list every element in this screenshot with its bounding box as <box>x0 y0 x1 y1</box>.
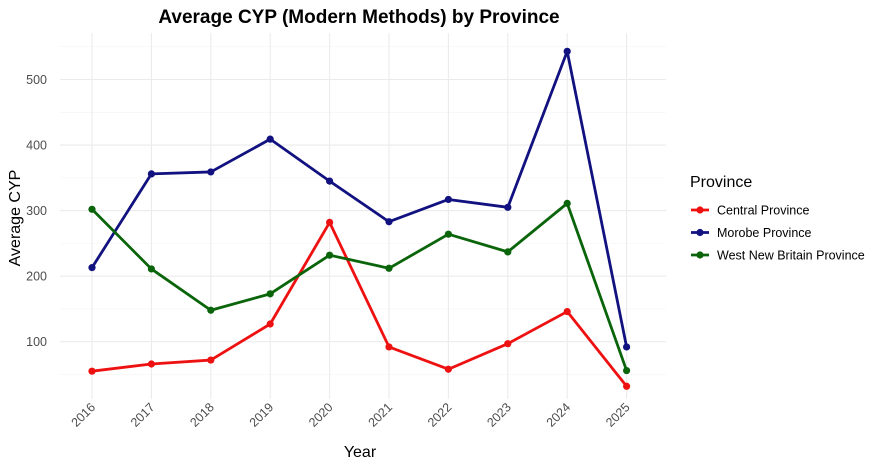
data-point-0-7 <box>504 340 512 348</box>
y-axis-title: Average CYP <box>7 170 24 267</box>
data-point-2-4 <box>326 251 334 259</box>
y-tick-labels: 100 200 300 400 500 <box>26 73 47 349</box>
data-point-1-7 <box>504 203 512 211</box>
data-point-2-7 <box>504 248 512 256</box>
legend-item-2: West New Britain Province <box>691 249 865 263</box>
x-tick-label-1: 2017 <box>128 400 158 430</box>
x-tick-label-8: 2024 <box>544 400 574 430</box>
data-point-2-5 <box>385 264 393 272</box>
data-point-1-5 <box>385 218 393 226</box>
x-tick-label-9: 2025 <box>603 400 633 430</box>
data-point-2-1 <box>147 265 155 273</box>
legend-title: Province <box>690 174 752 191</box>
data-point-2-8 <box>563 199 571 207</box>
x-tick-label-4: 2020 <box>306 400 336 430</box>
y-tick-label-0: 100 <box>26 335 47 349</box>
data-point-1-0 <box>88 264 96 272</box>
x-tick-label-5: 2021 <box>366 400 396 430</box>
data-point-2-2 <box>207 306 215 314</box>
x-axis-title: Year <box>344 444 377 461</box>
legend-label-0: Central Province <box>717 204 809 218</box>
x-tick-label-0: 2016 <box>69 400 99 430</box>
data-point-0-6 <box>444 365 452 373</box>
data-point-1-6 <box>444 195 452 204</box>
x-tick-label-3: 2019 <box>247 400 277 430</box>
data-point-0-8 <box>563 307 571 316</box>
data-point-0-0 <box>88 367 96 375</box>
x-tick-labels: 2016 2017 2018 2019 2020 2021 2022 2023 2024 2025 <box>69 400 633 430</box>
legend-key-point-1 <box>696 228 704 237</box>
data-point-0-9 <box>623 382 631 390</box>
data-point-0-5 <box>385 343 393 351</box>
x-tick-label-2: 2018 <box>187 400 217 430</box>
legend-item-0: Central Province <box>691 204 809 218</box>
y-tick-label-2: 300 <box>26 204 47 218</box>
data-point-2-6 <box>444 230 452 238</box>
series-line-2 <box>90 201 628 372</box>
series-line-1 <box>90 49 628 349</box>
data-point-1-1 <box>147 170 155 178</box>
x-tick-label-6: 2022 <box>425 400 455 430</box>
series-line-0 <box>90 220 628 388</box>
y-tick-label-1: 200 <box>26 270 47 284</box>
data-point-0-2 <box>207 356 215 364</box>
data-point-1-9 <box>623 343 631 351</box>
data-point-1-2 <box>207 168 215 176</box>
legend-label-1: Morobe Province <box>717 226 812 240</box>
data-point-2-9 <box>623 366 631 375</box>
data-point-2-3 <box>266 290 274 298</box>
data-point-0-4 <box>326 218 334 226</box>
x-tick-label-7: 2023 <box>484 400 514 430</box>
legend-item-1: Morobe Province <box>691 226 812 240</box>
legend-label-2: West New Britain Province <box>717 249 865 263</box>
data-point-1-4 <box>326 177 334 185</box>
series-2 <box>88 199 631 375</box>
data-point-0-3 <box>266 320 274 328</box>
legend: Province Central Province Morobe Province… <box>690 174 865 263</box>
data-point-1-8 <box>563 47 571 55</box>
series-1 <box>88 47 631 351</box>
chart-title: Average CYP (Modern Methods) by Province <box>158 7 559 28</box>
y-tick-label-3: 400 <box>26 139 47 153</box>
grid <box>60 33 666 399</box>
legend-key-point-2 <box>696 251 704 259</box>
series-0 <box>88 218 631 390</box>
data-point-0-1 <box>147 360 155 368</box>
data-point-2-0 <box>88 205 96 213</box>
legend-key-point-0 <box>696 206 704 214</box>
y-tick-label-4: 500 <box>26 73 47 87</box>
data-point-1-3 <box>266 135 274 143</box>
series-layer <box>88 47 631 390</box>
